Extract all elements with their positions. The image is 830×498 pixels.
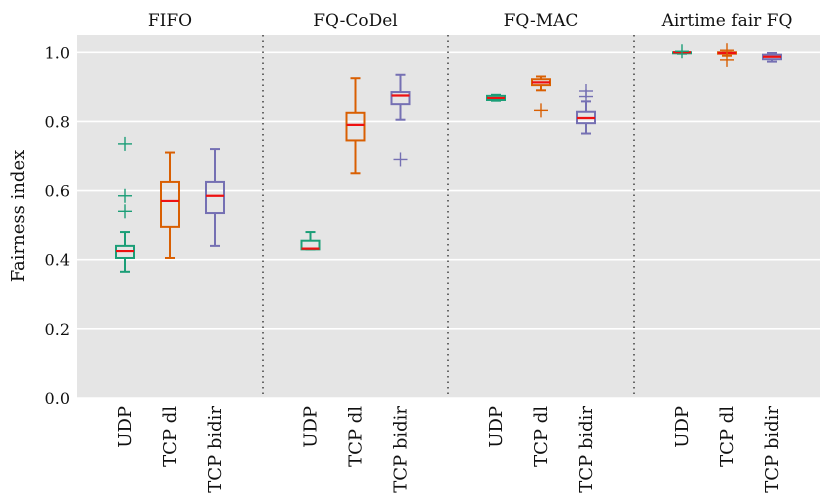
- x-tick-label: TCP bidir: [576, 406, 597, 493]
- x-tick-label: TCP bidir: [762, 406, 783, 493]
- y-tick-label: 0.4: [45, 251, 70, 270]
- x-tick-label: UDP: [301, 406, 322, 448]
- outlier-marker: [579, 84, 593, 99]
- box-udp: [115, 136, 135, 273]
- y-tick-label: 0.2: [45, 320, 70, 339]
- box-tcp-bidir: [390, 73, 411, 167]
- panel-title: FQ-CoDel: [313, 11, 397, 31]
- panel-titles: FIFO FQ-CoDel FQ-MAC Airtime fair FQ: [148, 11, 793, 31]
- box-tcp-dl: [160, 151, 180, 259]
- outlier-marker: [534, 103, 548, 118]
- box-body: [345, 111, 366, 142]
- x-tick-label: UDP: [672, 406, 693, 448]
- x-tick-label: TCP dl: [717, 406, 738, 467]
- x-tick-label: TCP bidir: [205, 406, 226, 493]
- box-tcp-bidir: [576, 84, 596, 135]
- y-axis-ticks: 0.0 0.2 0.4 0.6 0.8 1.0: [45, 43, 70, 408]
- outlier-marker: [118, 136, 132, 151]
- panel-2-boxes: [486, 75, 596, 135]
- panel-0-boxes: [115, 136, 225, 273]
- box-tcp-bidir: [205, 148, 225, 247]
- x-tick-label: TCP bidir: [391, 406, 412, 493]
- box-udp: [300, 231, 321, 251]
- box-tcp-bidir: [762, 51, 782, 63]
- box-udp: [672, 44, 692, 59]
- panel-separators: [262, 35, 635, 398]
- panel-1-boxes: [300, 73, 411, 251]
- x-tick-label: UDP: [486, 406, 507, 448]
- y-tick-label: 0.8: [45, 112, 70, 131]
- y-tick-label: 0.6: [45, 182, 70, 201]
- y-axis-label: Fairness index: [8, 150, 29, 282]
- box-udp: [486, 93, 506, 102]
- box-tcp-dl: [345, 77, 366, 175]
- panel-3-boxes: [672, 43, 782, 67]
- box-body: [205, 180, 225, 215]
- outlier-marker: [393, 152, 408, 167]
- box-layer: [115, 43, 782, 273]
- x-tick-label: TCP dl: [346, 406, 367, 467]
- panel-title: FQ-MAC: [504, 11, 579, 31]
- box-tcp-dl: [531, 75, 551, 118]
- y-tick-label: 1.0: [45, 43, 70, 62]
- x-axis-ticks: UDP TCP dl TCP bidir UDP TCP dl TCP bidir UDP T…: [115, 406, 783, 493]
- box-body: [160, 180, 180, 228]
- y-tick-label: 0.0: [45, 389, 70, 408]
- box-tcp-dl: [717, 43, 737, 67]
- x-tick-label: UDP: [115, 406, 136, 448]
- outlier-marker: [118, 188, 132, 203]
- x-tick-label: TCP dl: [531, 406, 552, 467]
- outlier-marker: [675, 44, 689, 59]
- x-tick-label: TCP dl: [160, 406, 181, 467]
- box-body: [390, 91, 411, 106]
- panel-title: Airtime fair FQ: [661, 11, 793, 31]
- outlier-marker: [118, 204, 132, 219]
- panel-title: FIFO: [148, 11, 192, 31]
- outlier-marker: [720, 43, 734, 58]
